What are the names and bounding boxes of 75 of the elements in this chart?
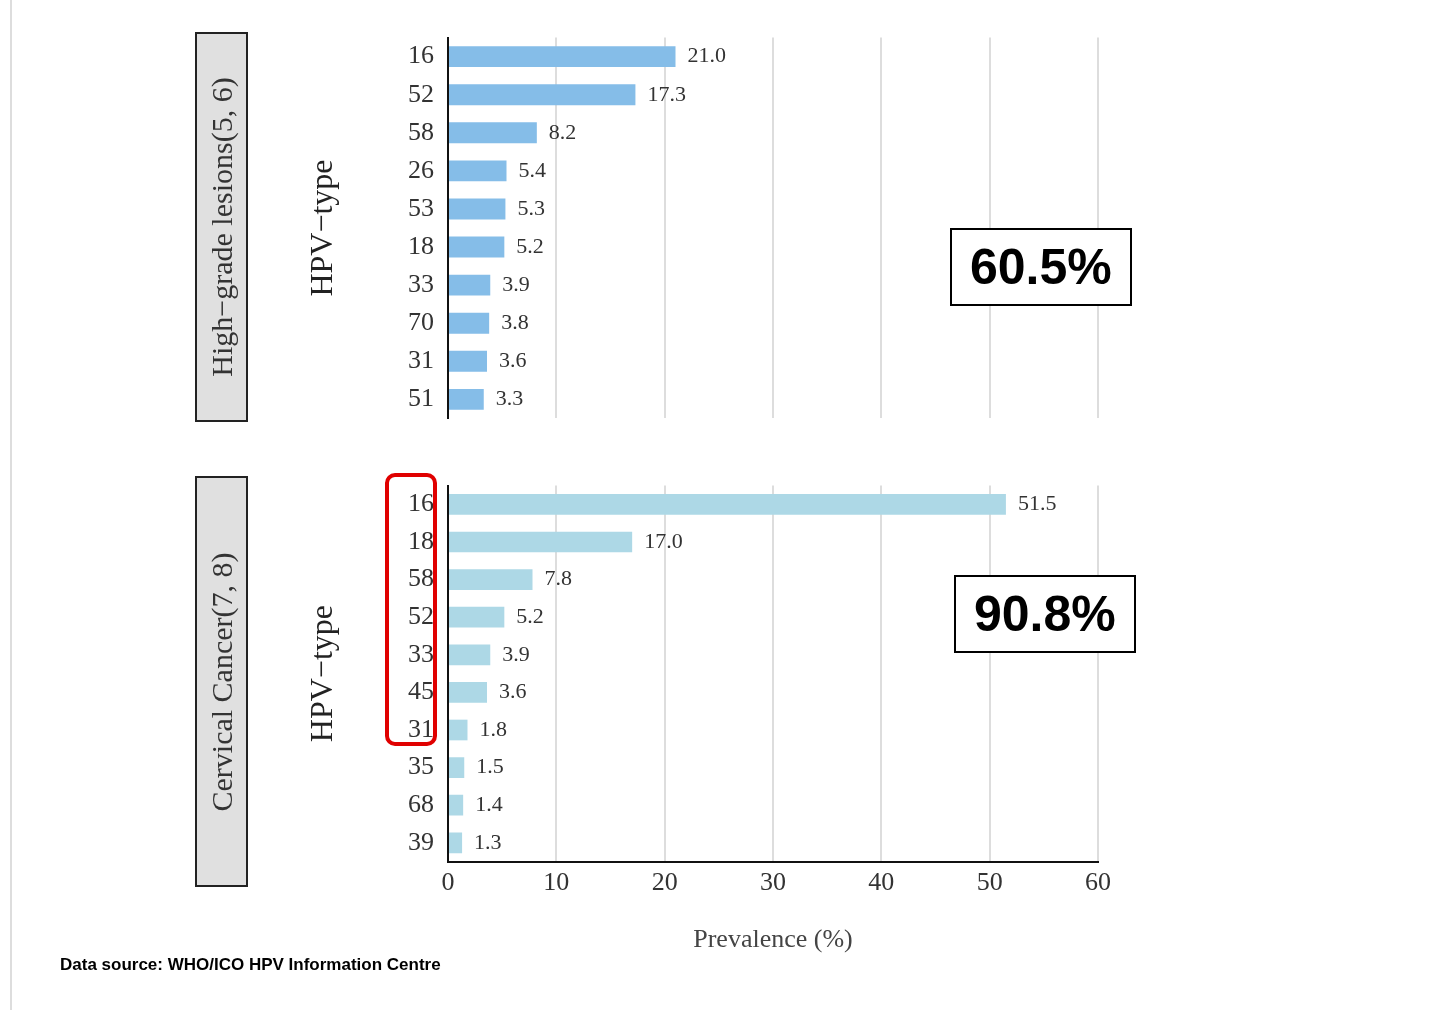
data-label: 17.3	[647, 80, 686, 106]
data-label: 51.5	[1017, 490, 1057, 516]
y-tick-label: 70	[408, 307, 434, 337]
data-label: 21.0	[687, 42, 726, 68]
bar	[449, 388, 484, 410]
y-tick-label: 68	[408, 789, 434, 819]
data-label: 7.8	[544, 565, 572, 591]
text: Cervical Cancer(7, 8)	[204, 551, 239, 812]
y-tick-label: 45	[408, 676, 434, 706]
bar	[449, 122, 537, 144]
y-tick-label: 31	[408, 713, 434, 743]
y-tick-label: 33	[408, 268, 434, 298]
annotation: 60.5%	[950, 228, 1132, 306]
text: High−grade lesions(5, 6)	[204, 77, 239, 377]
data-label: 1.8	[479, 715, 507, 741]
y-tick-label: 31	[408, 345, 434, 375]
y-tick-label: 52	[408, 78, 434, 108]
bar	[449, 832, 463, 854]
y-tick-label: 58	[408, 116, 434, 146]
x-tick-label: 20	[651, 867, 678, 897]
y-tick-label: 16	[408, 488, 434, 518]
bar	[449, 494, 1006, 515]
y-tick-label: 18	[408, 230, 434, 260]
y-tick-label: 53	[408, 192, 434, 222]
x-tick-label: 40	[868, 867, 895, 897]
bar	[449, 274, 491, 296]
y-tick-label: 39	[408, 826, 434, 856]
bar	[449, 84, 636, 106]
data-label: 5.2	[516, 602, 544, 628]
y-tick-label: 33	[408, 638, 434, 668]
bar	[449, 682, 487, 703]
bar	[449, 312, 490, 334]
data-label: 3.9	[502, 270, 530, 296]
bar	[449, 46, 676, 68]
bar	[449, 719, 468, 741]
y-tick-label: 52	[408, 601, 434, 631]
data-label: 17.0	[644, 527, 683, 553]
data-label: 1.3	[474, 828, 502, 854]
bar	[449, 606, 505, 628]
bar	[449, 757, 465, 778]
y-tick-label: 16	[408, 40, 434, 70]
y-tick-label: 51	[408, 383, 434, 413]
data-label: 1.5	[476, 753, 504, 779]
x-tick-label: 50	[976, 867, 1003, 897]
y-axis-title: HPV−type	[302, 159, 339, 297]
y-tick-label: 26	[408, 154, 434, 184]
x-axis-title: Prevalence (%)	[693, 924, 853, 954]
bar	[449, 350, 487, 372]
x-tick-label: 30	[760, 867, 786, 897]
bar	[449, 236, 505, 258]
bar	[449, 198, 506, 220]
bar	[449, 531, 633, 553]
y-tick-label: 18	[408, 525, 434, 555]
x-tick-label: 10	[543, 867, 570, 897]
x-tick-label: 60	[1085, 867, 1111, 897]
annotation: 90.8%	[954, 575, 1136, 653]
data-label: 5.4	[518, 156, 546, 182]
data-label: 5.2	[516, 232, 544, 258]
data-label: 5.3	[517, 194, 545, 220]
data-label: 3.6	[499, 678, 527, 704]
x-tick-label: 0	[441, 867, 455, 897]
source-note: Data source: WHO/ICO HPV Information Centre	[60, 955, 441, 975]
y-axis-title: HPV−type	[302, 605, 339, 743]
y-tick-label: 58	[408, 563, 434, 593]
bar	[449, 569, 533, 590]
bar	[449, 644, 491, 666]
data-label: 3.9	[502, 640, 530, 666]
data-label: 3.6	[499, 347, 527, 373]
data-label: 8.2	[548, 118, 577, 144]
data-label: 1.4	[475, 790, 503, 816]
bar	[449, 794, 464, 816]
data-label: 3.3	[495, 385, 524, 411]
y-tick-label: 35	[408, 751, 434, 781]
bar	[449, 160, 507, 182]
data-label: 3.8	[501, 308, 529, 334]
